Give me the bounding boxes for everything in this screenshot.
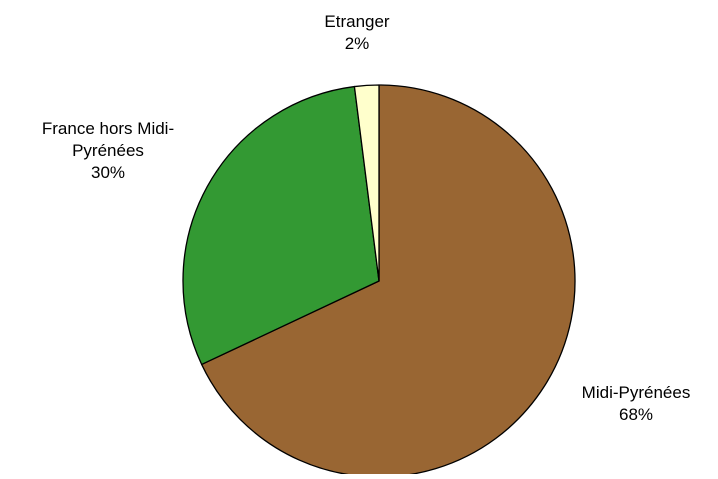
pie-slices (182, 84, 576, 478)
pie-slice-etranger (353, 84, 380, 282)
pie-label-france-hors-midi-pyr-n-es: France hors Midi- Pyrénées 30% (42, 119, 174, 182)
pie-label-line: Pyrénées (72, 141, 144, 160)
pie-label-line: Midi-Pyrénées (582, 383, 691, 402)
pie-labels: Midi-Pyrénées 68% France hors Midi- Pyrénée… (42, 12, 690, 424)
pie-label-line: 2% (345, 34, 370, 53)
pie-label-line: Etranger (324, 12, 390, 31)
pie-slice-midi-pyr-n-es (201, 84, 576, 478)
pie-label-etranger: Etranger 2% (324, 12, 390, 53)
pie-slice-france-hors-midi-pyr-n-es (182, 85, 380, 366)
pie-label-line: 30% (91, 163, 125, 182)
pie-label-line: 68% (619, 405, 653, 424)
pie-label-midi-pyr-n-es: Midi-Pyrénées 68% (582, 383, 691, 424)
pie-label-line: France hors Midi- (42, 119, 174, 138)
